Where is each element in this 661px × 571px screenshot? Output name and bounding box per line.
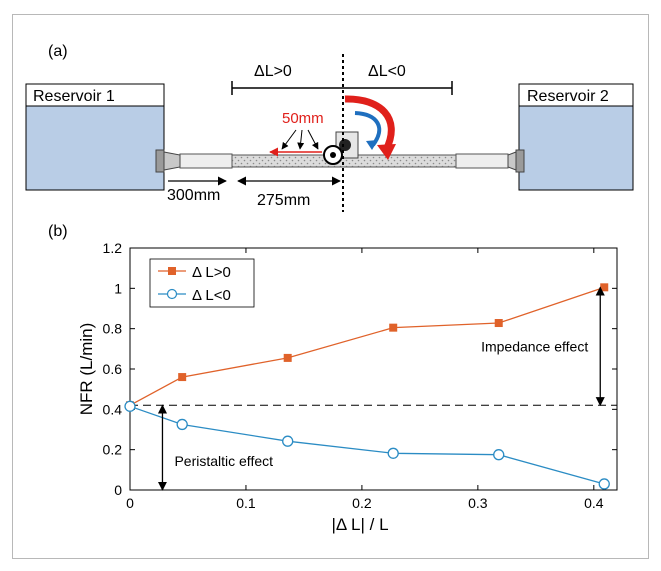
pinch-roller-center xyxy=(330,152,336,158)
step-pointer-3 xyxy=(307,129,319,150)
legend: Δ L>0 Δ L<0 xyxy=(149,258,255,308)
y-axis-label: NFR (L/min) xyxy=(77,323,96,416)
red-rotation-arrowhead xyxy=(377,144,396,160)
data-point-negative xyxy=(282,435,294,447)
x-tick-label: 0.2 xyxy=(352,495,372,511)
panel-a-label: (a) xyxy=(48,43,68,60)
annotation-layer: Impedance effect Peristaltic effect xyxy=(157,286,605,491)
axis-ticks: 0 0.1 0.2 0.3 0.4 0 0.2 0.4 0.6 0.8 1 1.2 xyxy=(103,240,617,511)
y-tick-label: 1 xyxy=(114,280,122,296)
red-rotation-arrow xyxy=(344,95,395,152)
y-tick-label: 0.6 xyxy=(103,361,123,377)
legend-box xyxy=(149,258,255,308)
nfr-chart: 0 0.1 0.2 0.3 0.4 0 0.2 0.4 0.6 0.8 1 1.2 Impedance… xyxy=(77,240,618,534)
reservoir-1-label-box xyxy=(25,83,165,107)
blue-rotation-arrow xyxy=(354,111,382,147)
right-fitting-cone xyxy=(507,151,517,171)
y-tick-label: 0.4 xyxy=(103,401,123,417)
legend-marker-positive xyxy=(168,267,176,275)
step-pointer-2 xyxy=(297,129,305,150)
dl-negative-label: ΔL<0 xyxy=(368,63,406,80)
data-point-negative xyxy=(124,400,136,412)
series-line-positive xyxy=(129,286,605,406)
legend-marker-negative xyxy=(166,288,178,300)
actuator-hub xyxy=(339,139,351,151)
reservoir-1-tank xyxy=(25,105,165,191)
step-pointer-1 xyxy=(281,129,297,150)
data-point-negative xyxy=(176,418,188,431)
data-point-positive xyxy=(178,373,187,382)
x-tick-label: 0.3 xyxy=(468,495,488,511)
data-point-negative xyxy=(598,478,610,490)
legend-label-positive: Δ L>0 xyxy=(192,264,231,281)
dim-300-label: 300mm xyxy=(167,187,220,204)
data-point-negative xyxy=(387,447,399,459)
y-tick-label: 0 xyxy=(114,482,122,498)
reservoir-2-tank xyxy=(518,105,634,191)
right-fitting xyxy=(515,149,525,173)
dl-positive-label: ΔL>0 xyxy=(254,63,292,80)
reservoir-1-label: Reservoir 1 xyxy=(33,88,115,105)
x-tick-label: 0.4 xyxy=(584,495,604,511)
left-fitting-cone xyxy=(163,151,181,171)
blue-rotation-arrowhead xyxy=(366,140,378,150)
x-axis-label: |Δ L| / L xyxy=(331,515,388,534)
data-point-negative xyxy=(493,449,505,461)
x-tick-label: 0 xyxy=(126,495,134,511)
y-tick-label: 1.2 xyxy=(103,240,123,256)
x-tick-label: 0.1 xyxy=(236,495,256,511)
reservoir-2-label-box xyxy=(518,83,634,107)
left-fitting xyxy=(155,149,165,173)
data-point-positive xyxy=(389,323,398,332)
series-line-negative xyxy=(129,405,605,485)
dim-275-label: 275mm xyxy=(257,192,310,209)
left-rigid-section xyxy=(179,153,233,169)
legend-label-negative: Δ L<0 xyxy=(192,287,231,304)
impedance-effect-label: Impedance effect xyxy=(481,338,588,354)
reservoir-2-label: Reservoir 2 xyxy=(527,88,609,105)
y-tick-label: 0.2 xyxy=(103,442,123,458)
panel-b-label: (b) xyxy=(48,223,68,240)
peristaltic-effect-label: Peristaltic effect xyxy=(174,453,273,469)
data-point-positive xyxy=(494,319,503,328)
data-point-positive xyxy=(283,353,292,362)
step-size-label: 50mm xyxy=(282,110,324,127)
right-rigid-section xyxy=(455,153,509,169)
y-tick-label: 0.8 xyxy=(103,321,123,337)
data-point-positive xyxy=(600,283,609,292)
panel-a: (a) Reservoir 1 Reservoir 2 ΔL>0 xyxy=(25,43,634,212)
